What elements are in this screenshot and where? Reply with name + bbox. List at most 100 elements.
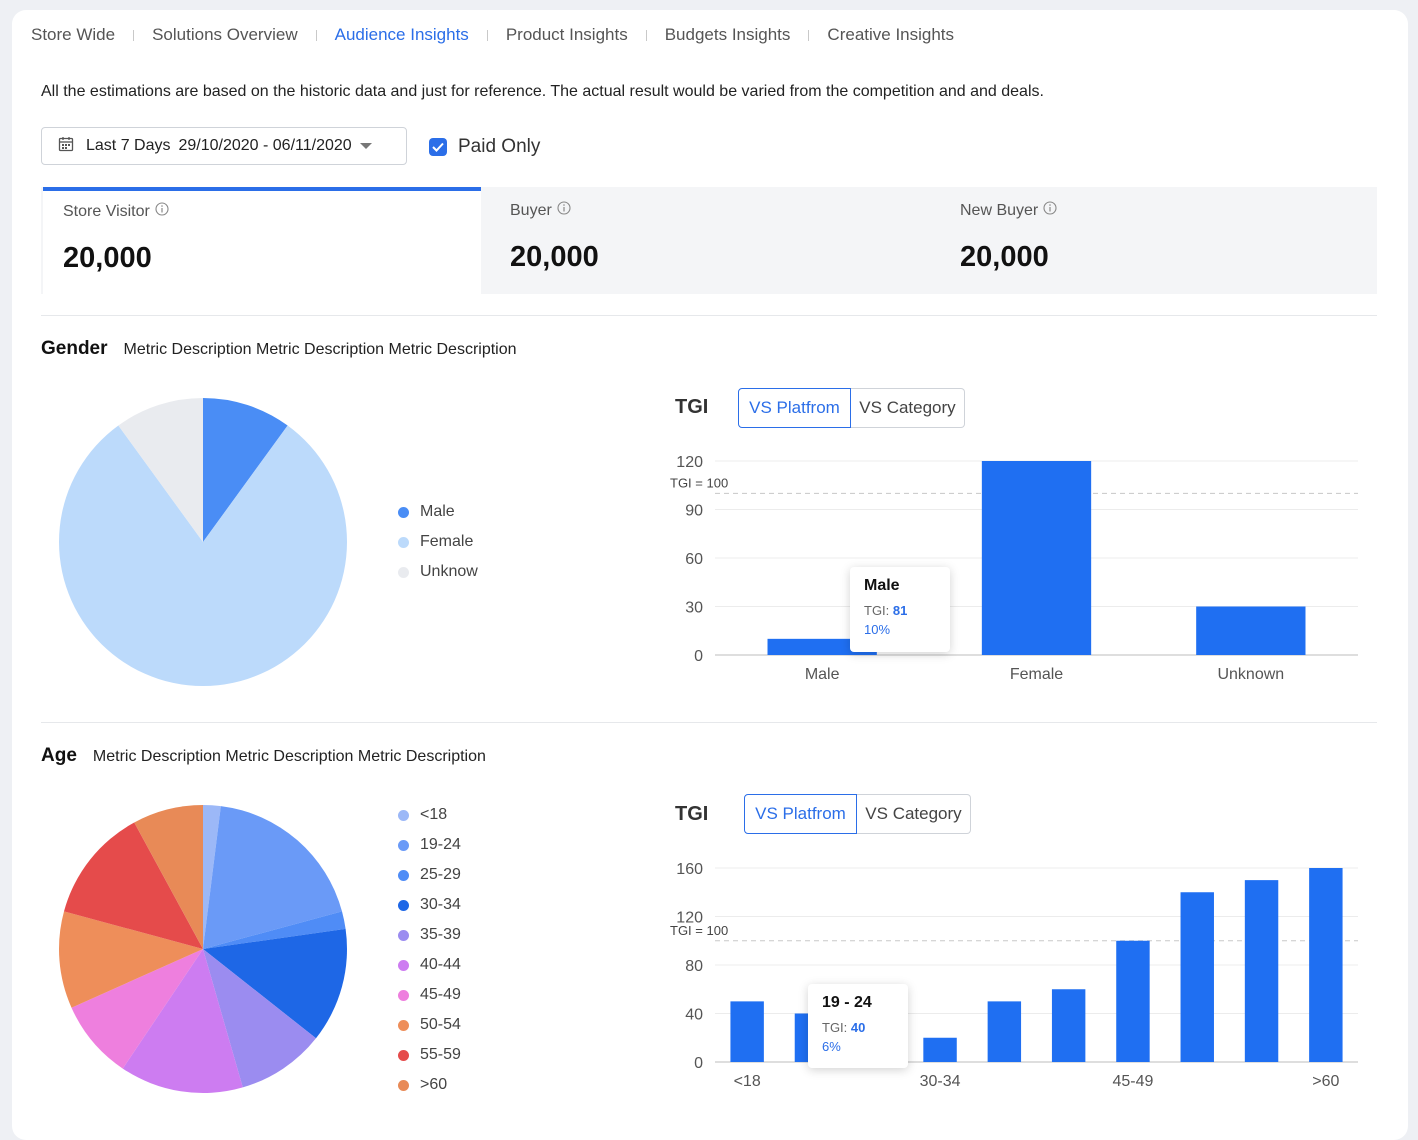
tooltip-title: Male [864,577,900,594]
vs-platform-button[interactable]: VS Platfrom [744,794,857,834]
chevron-down-icon [359,143,372,149]
legend-item[interactable]: 55-59 [398,1040,461,1070]
legend-dot-icon [398,1019,409,1031]
legend-item[interactable]: 25-29 [398,860,461,890]
pie-slice--18[interactable] [203,805,221,949]
date-preset: Last 7 Days [86,137,171,154]
tab-solutions-overview[interactable]: Solutions Overview [152,25,298,44]
section-title: Age [41,745,77,766]
legend-item[interactable]: >60 [398,1070,461,1100]
y-tick-label: 120 [676,910,703,927]
legend-dot-icon [398,506,409,518]
section-description: Metric Description Metric Description Me… [92,748,486,765]
pie-slice-unknow[interactable] [118,398,203,542]
age-legend: <18 19-24 25-29 30-34 35-39 40-44 45-49 50-54 55… [398,800,461,1100]
pie-slice-25-29[interactable] [203,911,346,949]
pie-slice-50-54[interactable] [58,911,203,1008]
metric-new-buyer[interactable]: New Buyer 20,000 [940,187,1378,294]
vs-category-button[interactable]: VS Category [851,388,965,428]
tab-budgets-insights[interactable]: Budgets Insights [664,25,791,44]
y-tick-label: 80 [685,958,703,975]
legend-label: 55-59 [420,1046,461,1063]
bar-unknown[interactable] [1196,606,1306,656]
legend-dot-icon [398,869,409,881]
tooltip-tgi-value: 81 [892,603,908,618]
gender-pie-chart [59,398,348,686]
y-tick-label: 160 [676,861,703,878]
legend-label: 19-24 [420,836,461,853]
bar--18[interactable] [730,1001,764,1062]
pie-slice-35-39[interactable] [203,949,316,1088]
age-section-header: Age Metric Description Metric Descriptio… [41,745,486,767]
tgi-reference-label: TGI = 100 [670,923,728,938]
tab-product-insights[interactable]: Product Insights [505,25,628,44]
x-tick-label: <18 [734,1073,761,1090]
legend-item[interactable]: Unknow [398,557,478,587]
legend-item[interactable]: 35-39 [398,920,461,950]
legend-label: 25-29 [420,866,461,883]
legend-item[interactable]: Male [398,497,478,527]
pie-slice-40-44[interactable] [122,949,243,1093]
bar-30-34[interactable] [923,1037,957,1062]
metric-store-visitor[interactable]: Store Visitor 20,000 [43,187,481,294]
checkbox-checked-icon[interactable] [429,138,447,156]
metric-buyer[interactable]: Buyer 20,000 [490,187,928,294]
legend-label: <18 [420,806,448,823]
vs-platform-button[interactable]: VS Platfrom [738,388,851,428]
legend-item[interactable]: Female [398,527,478,557]
bar-35-39[interactable] [987,1001,1022,1062]
tooltip-tgi-label: TGI: [864,603,890,618]
section-divider [41,315,1377,316]
legend-item[interactable]: 50-54 [398,1010,461,1040]
tooltip-tgi-label: TGI: [822,1020,848,1035]
pie-slice-male[interactable] [203,398,288,542]
legend-label: 50-54 [420,1016,461,1033]
legend-item[interactable]: 30-34 [398,890,461,920]
pie-slice-55-59[interactable] [64,822,203,949]
tooltip-title: 19 - 24 [822,994,872,1011]
section-divider [41,722,1377,723]
date-range-text: 29/10/2020 - 06/11/2020 [178,137,352,154]
legend-label: 35-39 [420,926,461,943]
bar--60[interactable] [1309,868,1343,1062]
bar-male[interactable] [767,638,877,655]
tgi-label: TGI [675,803,709,825]
paid-only-toggle[interactable]: Paid Only [429,136,540,158]
metric-label: Buyer [510,201,552,219]
legend-label: >60 [420,1076,448,1093]
gender-legend: Male Female Unknow [398,497,478,587]
vs-category-button[interactable]: VS Category [857,794,971,834]
bar-female[interactable] [981,461,1092,655]
legend-item[interactable]: <18 [398,800,461,830]
metric-cards: Store Visitor 20,000 Buyer 20,000 New Bu… [41,187,1377,294]
legend-item[interactable]: 45-49 [398,980,461,1010]
gender-compare-toggle: VS Platfrom VS Category [738,388,965,428]
tab-store-wide[interactable]: Store Wide [31,25,116,44]
tab-creative-insights[interactable]: Creative Insights [827,25,955,44]
tgi-reference-label: TGI = 100 [670,475,728,490]
y-tick-label: 40 [685,1007,703,1024]
age-tgi-bar-chart: 0 40 80 120 160 TGI = 100 <18 30-34 45-49 >60 [670,861,1358,1090]
legend-label: Unknow [420,563,478,580]
section-title: Gender [41,338,108,359]
legend-item[interactable]: 40-44 [398,950,461,980]
pie-slice--60[interactable] [134,805,203,949]
tab-separator [486,29,488,41]
pie-slice-30-34[interactable] [203,928,348,1039]
pie-slice-45-49[interactable] [71,949,203,1069]
bar-45-49[interactable] [1116,940,1150,1062]
date-range-picker[interactable]: Last 7 Days 29/10/2020 - 06/11/2020 [41,127,407,165]
pie-slice-19-24[interactable] [203,806,342,949]
legend-item[interactable]: 19-24 [398,830,461,860]
info-icon [1043,201,1057,220]
tab-audience-insights[interactable]: Audience Insights [334,25,469,44]
bar-55-59[interactable] [1244,880,1279,1062]
legend-dot-icon [398,899,409,911]
legend-label: 40-44 [420,956,461,973]
tooltip-percent: 6% [822,1039,841,1054]
pie-slice-female[interactable] [59,425,348,686]
bar-50-54[interactable] [1180,892,1214,1062]
legend-dot-icon [398,959,409,971]
bar-40-44[interactable] [1051,989,1086,1062]
gender-tgi-bar-chart: 0 30 60 90 120 TGI = 100 Male Female Unknown [670,454,1358,683]
